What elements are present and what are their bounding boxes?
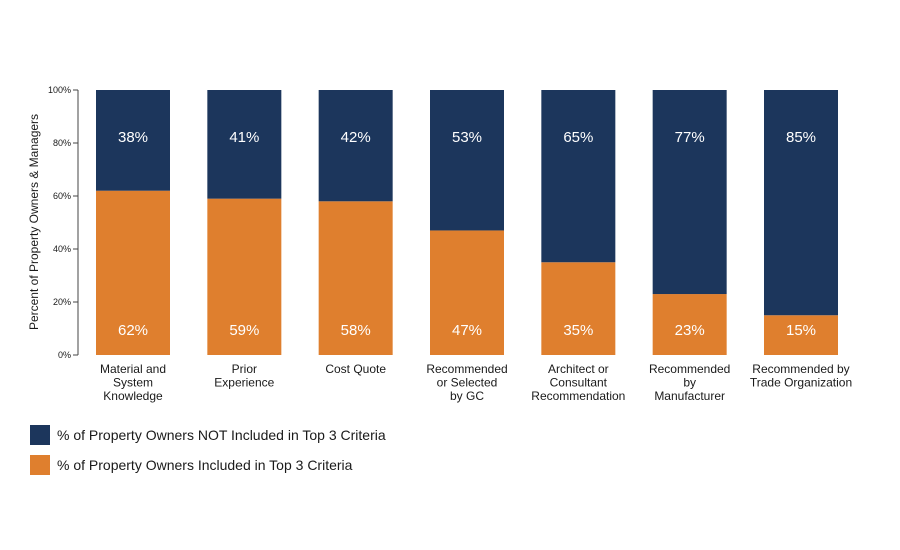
x-tick-label: Trade Organization <box>750 376 852 390</box>
bar-not-included <box>764 90 838 316</box>
legend-item-included: % of Property Owners Included in Top 3 C… <box>30 454 386 476</box>
bar-included <box>207 198 282 355</box>
x-tick-label: Knowledge <box>103 389 163 403</box>
data-label-included: 15% <box>786 322 816 339</box>
y-tick-label: 80% <box>53 138 71 148</box>
y-ticks: 0% 20% 40% 60% 80% 100% <box>48 85 78 360</box>
x-tick-label: Experience <box>214 376 274 390</box>
y-axis-label: Percent of Property Owners & Managers <box>27 114 41 330</box>
x-tick-label: by <box>683 376 696 390</box>
data-label-included: 35% <box>563 322 593 339</box>
data-label-not-included: 41% <box>229 129 259 146</box>
bar-not-included <box>541 90 616 263</box>
bar-not-included <box>652 90 727 295</box>
x-tick-label: by GC <box>450 389 484 403</box>
data-label-included: 62% <box>118 322 148 339</box>
data-label-not-included: 42% <box>341 129 371 146</box>
legend-swatch-included <box>30 455 50 475</box>
bar-not-included <box>207 90 282 199</box>
data-label-included: 23% <box>675 322 705 339</box>
x-tick-label: Prior <box>232 362 257 376</box>
data-label-not-included: 85% <box>786 129 816 146</box>
x-tick-label: Recommendation <box>531 389 625 403</box>
x-tick-label: Architect or <box>548 362 609 376</box>
x-tick-label: Consultant <box>550 376 608 390</box>
bar-not-included <box>430 90 504 231</box>
x-tick-label: Recommended <box>649 362 730 376</box>
x-tick-label: or Selected <box>437 376 498 390</box>
data-label-not-included: 77% <box>675 129 705 146</box>
y-tick-label: 40% <box>53 244 71 254</box>
bar-included <box>430 230 504 355</box>
data-label-included: 47% <box>452 322 482 339</box>
data-label-included: 59% <box>229 322 259 339</box>
legend-label-included: % of Property Owners Included in Top 3 C… <box>57 457 353 473</box>
bars: 38% 62% 41% 59% 42% 58% 53% 47% 65% 35% 77% 23% 85% 1… <box>96 90 838 355</box>
data-label-not-included: 38% <box>118 129 148 146</box>
bar-included <box>541 262 616 355</box>
bar-not-included <box>318 90 393 202</box>
legend-item-not-included: % of Property Owners NOT Included in Top… <box>30 424 386 446</box>
data-label-not-included: 65% <box>563 129 593 146</box>
bar-included <box>96 190 170 355</box>
legend-label-not-included: % of Property Owners NOT Included in Top… <box>57 427 386 443</box>
x-tick-label: Material and <box>100 362 166 376</box>
x-tick-label: Manufacturer <box>654 389 725 403</box>
y-tick-label: 20% <box>53 297 71 307</box>
bar-included <box>652 294 727 355</box>
data-label-included: 58% <box>341 322 371 339</box>
bar-included <box>318 201 393 355</box>
bar-included <box>764 315 838 355</box>
y-tick-label: 0% <box>58 350 71 360</box>
x-tick-label: System <box>113 376 153 390</box>
x-tick-label: Recommended by <box>752 362 849 376</box>
x-tick-label: Cost Quote <box>325 362 386 376</box>
legend: % of Property Owners NOT Included in Top… <box>30 424 386 484</box>
x-tick-label: Recommended <box>426 362 507 376</box>
y-tick-label: 60% <box>53 191 71 201</box>
legend-swatch-not-included <box>30 425 50 445</box>
y-tick-label: 100% <box>48 85 71 95</box>
data-label-not-included: 53% <box>452 129 482 146</box>
bar-not-included <box>96 90 170 191</box>
